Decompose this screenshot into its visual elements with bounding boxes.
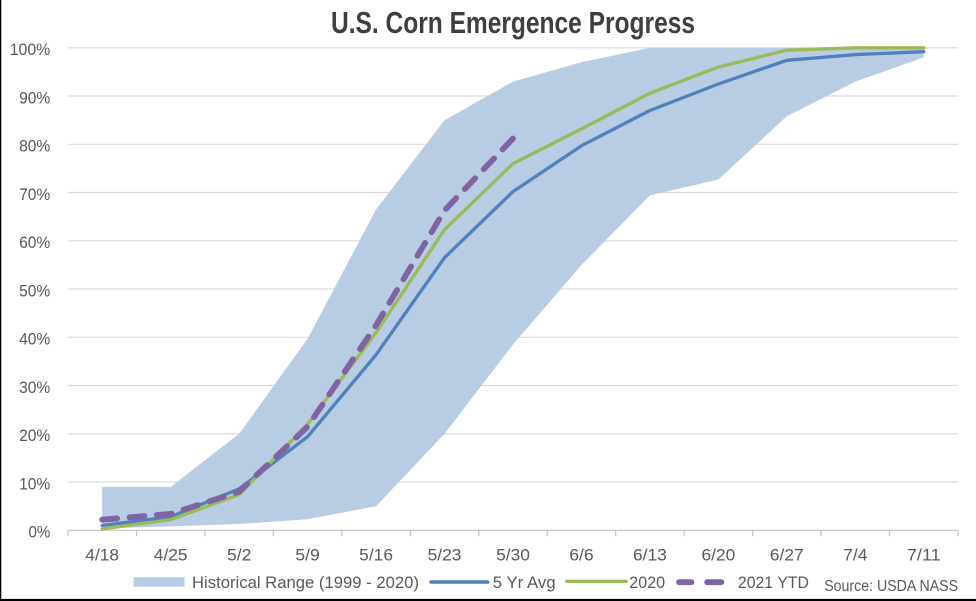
svg-text:Source: USDA NASS: Source: USDA NASS [824, 578, 958, 595]
svg-text:2020: 2020 [629, 573, 665, 592]
svg-text:4/25: 4/25 [154, 546, 188, 565]
svg-text:5 Yr Avg: 5 Yr Avg [493, 573, 556, 592]
svg-text:5/30: 5/30 [496, 546, 530, 565]
svg-text:7/4: 7/4 [843, 546, 867, 565]
svg-text:7/11: 7/11 [907, 546, 941, 565]
svg-text:5/16: 5/16 [359, 546, 393, 565]
svg-text:5/23: 5/23 [428, 546, 462, 565]
svg-text:6/13: 6/13 [633, 546, 667, 565]
svg-text:5/9: 5/9 [295, 546, 319, 565]
svg-text:60%: 60% [19, 233, 50, 252]
svg-text:70%: 70% [19, 185, 50, 204]
svg-text:40%: 40% [19, 330, 50, 349]
svg-text:2021 YTD: 2021 YTD [738, 573, 809, 592]
svg-text:6/27: 6/27 [770, 546, 804, 565]
svg-text:6/20: 6/20 [702, 546, 736, 565]
svg-text:10%: 10% [19, 474, 50, 493]
svg-text:4/18: 4/18 [85, 546, 119, 565]
svg-text:U.S. Corn Emergence Progress: U.S. Corn Emergence Progress [331, 5, 695, 40]
svg-text:30%: 30% [19, 378, 50, 397]
svg-text:5/2: 5/2 [227, 546, 251, 565]
svg-text:50%: 50% [19, 281, 50, 300]
svg-text:90%: 90% [19, 88, 50, 107]
svg-text:Historical Range (1999 - 2020): Historical Range (1999 - 2020) [192, 573, 419, 592]
svg-text:6/6: 6/6 [569, 546, 593, 565]
svg-text:80%: 80% [19, 137, 50, 156]
svg-text:0%: 0% [29, 523, 51, 542]
svg-text:100%: 100% [10, 40, 51, 59]
svg-text:20%: 20% [19, 426, 50, 445]
